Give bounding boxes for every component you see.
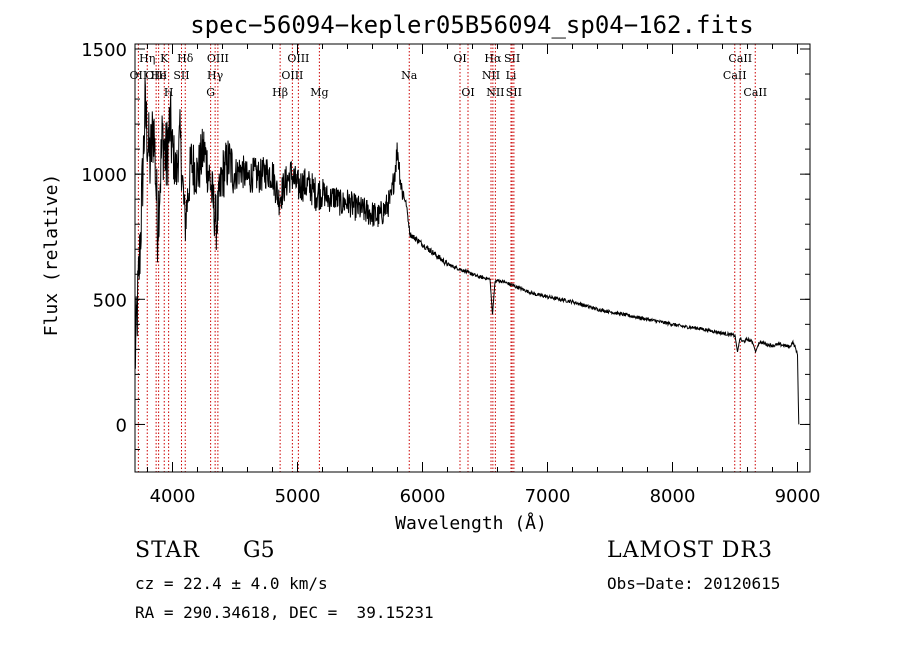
line-marker-label: NII	[482, 69, 500, 82]
line-marker-label: G	[206, 86, 215, 99]
x-tick-label: 4000	[150, 486, 196, 507]
line-marker-label: K	[160, 52, 169, 65]
plot-frame	[134, 43, 811, 473]
line-marker-label: Hδ	[177, 52, 194, 65]
y-tick-label: 1000	[81, 165, 127, 186]
redshift-value: cz = 22.4 ± 4.0 km/s	[135, 574, 328, 593]
x-tick-label: 7000	[525, 486, 571, 507]
line-marker-label: NII	[486, 86, 504, 99]
object-class: STAR	[135, 538, 200, 563]
x-tick-label: 9000	[775, 486, 821, 507]
object-subclass: G5	[243, 538, 275, 563]
spectrum-line	[134, 77, 800, 425]
x-tick-label: 6000	[400, 486, 446, 507]
line-marker-label: Hα	[484, 52, 502, 65]
line-marker-label: Na	[401, 69, 418, 82]
y-tick-label: 0	[116, 415, 127, 436]
line-marker-label: Hβ	[272, 86, 288, 99]
line-marker-label: OII	[130, 69, 148, 82]
y-tick-label: 500	[93, 290, 127, 311]
line-marker-label: Li	[506, 69, 517, 82]
line-marker-label: CaII	[743, 86, 767, 99]
line-marker-label: H	[164, 86, 174, 99]
x-axis-label: Wavelength (Å)	[395, 512, 547, 534]
y-axis-label: Flux (relative)	[41, 174, 62, 337]
line-marker-label: SII	[173, 69, 189, 82]
line-marker-label: Hη	[139, 52, 155, 65]
line-marker-label: SII	[506, 86, 522, 99]
line-marker-label: OIII	[145, 69, 167, 82]
line-marker-label: OI	[461, 86, 474, 99]
x-tick-label: 5000	[275, 486, 321, 507]
line-marker-label: SII	[504, 52, 520, 65]
y-tick-label: 1500	[81, 40, 127, 61]
x-tick-label: 8000	[650, 486, 696, 507]
emission-line-markers: OII Hη OIII K H He SII Hδ OIII Hγ G Hβ OIII OIII Mg Na O…	[130, 44, 767, 472]
coordinates: RA = 290.34618, DEC = 39.15231	[135, 603, 434, 622]
line-marker-label: OI	[453, 52, 466, 65]
line-marker-label: Hγ	[207, 69, 224, 82]
line-marker-label: OIII	[207, 52, 229, 65]
line-marker-label: OIII	[281, 69, 303, 82]
line-marker-label: He	[151, 69, 167, 82]
plot-axes: 4000 5000 6000 7000 8000 9000 0 500 1000 1500	[81, 40, 820, 507]
line-marker-label: CaII	[728, 52, 752, 65]
survey-name: LAMOST DR3	[607, 538, 773, 563]
chart-title: spec−56094−kepler05B56094_sp04−162.fits	[190, 11, 754, 39]
line-marker-label: Mg	[310, 86, 328, 99]
observation-date: Obs−Date: 20120615	[607, 574, 781, 593]
line-marker-label: CaII	[723, 69, 747, 82]
line-marker-label: OIII	[287, 52, 309, 65]
